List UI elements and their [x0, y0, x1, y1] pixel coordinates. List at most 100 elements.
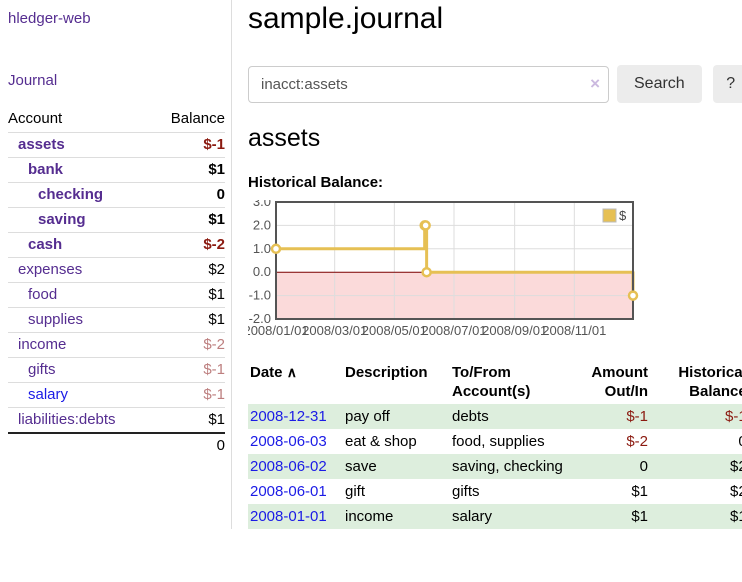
search-button[interactable]: Search — [617, 65, 702, 103]
account-link-cash[interactable]: cash — [28, 236, 63, 253]
svg-text:3.0: 3.0 — [253, 200, 271, 209]
svg-text:0.0: 0.0 — [253, 264, 271, 279]
svg-text:-1.0: -1.0 — [249, 288, 271, 303]
col-description: Description — [345, 364, 428, 381]
account-link-checking[interactable]: checking — [38, 186, 104, 203]
sort-ascending-icon: ∧ — [286, 364, 297, 380]
account-link-salary[interactable]: salary — [28, 386, 69, 403]
accounts-table: Account Balance assets $-1 bank $1 check… — [8, 106, 225, 458]
col-balance: Historical Balance — [678, 364, 742, 400]
account-row: saving $1 — [8, 207, 225, 233]
accounts-total-row: 0 — [8, 432, 225, 458]
svg-text:2.0: 2.0 — [253, 217, 271, 232]
nav: Journal — [8, 72, 225, 90]
txn-account: salary — [452, 504, 570, 529]
balance-chart-svg: $3.0 2.0 1.0 0.0 -1.0 -2.02008/01/012008/03/0… — [243, 194, 639, 338]
txn-amount: $1 — [570, 504, 650, 529]
account-balance: $1 — [152, 157, 225, 183]
account-balance: 0 — [152, 182, 225, 208]
txn-date-link[interactable]: 2008-06-02 — [250, 458, 327, 475]
txn-amount: $-2 — [626, 433, 648, 450]
account-row: income $-2 — [8, 332, 225, 358]
account-link-saving[interactable]: saving — [38, 211, 86, 228]
accounts-col-balance: Balance — [170, 110, 225, 127]
account-heading: assets — [248, 124, 321, 152]
search-form: × Search ? — [248, 65, 742, 103]
balance-chart: $3.0 2.0 1.0 0.0 -1.0 -2.0 2008/01/01 2008/03/0… — [243, 194, 742, 347]
chart-title: Historical Balance: — [248, 174, 384, 191]
account-balance: $-2 — [152, 232, 225, 258]
txn-account: debts — [452, 404, 570, 429]
account-row: gifts $-1 — [8, 357, 225, 383]
txn-account: saving, checking — [452, 454, 570, 479]
accounts-total: 0 — [152, 432, 225, 458]
svg-text:2008/05/01: 2008/05/01 — [362, 323, 427, 338]
main-content: sample.journal × Search ? assets Histori… — [232, 0, 742, 529]
account-link-bank[interactable]: bank — [28, 161, 64, 178]
register-header-row: Date ∧ Description To/From Account(s) Am… — [248, 362, 742, 404]
account-link-supplies[interactable]: supplies — [28, 311, 84, 328]
account-link-assets[interactable]: assets — [18, 136, 65, 153]
svg-text:-2.0: -2.0 — [249, 311, 271, 326]
nav-journal-link[interactable]: Journal — [8, 72, 58, 89]
sidebar: hledger-web Journal Account Balance asse… — [0, 0, 232, 529]
txn-date-link[interactable]: 2008-12-31 — [250, 408, 327, 425]
txn-description: income — [345, 504, 452, 529]
txn-balance: $2 — [650, 454, 742, 479]
txn-balance: $2 — [730, 483, 742, 500]
help-button[interactable]: ? — [712, 65, 742, 103]
clear-search-icon[interactable]: × — [590, 73, 600, 93]
txn-balance: 0 — [650, 429, 742, 454]
svg-text:1.0: 1.0 — [253, 241, 271, 256]
account-link-gifts[interactable]: gifts — [28, 361, 56, 378]
txn-balance: $-1 — [650, 404, 742, 429]
account-balance: $1 — [152, 207, 225, 233]
txn-account: gifts — [452, 483, 480, 500]
accounts-header-row: Account Balance — [8, 106, 225, 133]
svg-text:2008/07/01: 2008/07/01 — [421, 323, 486, 338]
account-row: bank $1 — [8, 157, 225, 183]
col-date[interactable]: Date ∧ — [250, 364, 297, 381]
account-link-food[interactable]: food — [28, 286, 58, 303]
account-balance: $-1 — [152, 132, 225, 158]
svg-text:2008/11/01: 2008/11/01 — [542, 323, 606, 338]
txn-date-link[interactable]: 2008-01-01 — [250, 508, 327, 525]
register-row: 2008-06-02 save saving, checking 0 $2 — [248, 454, 742, 479]
account-balance: $-1 — [152, 382, 225, 408]
svg-text:2008/03/01: 2008/03/01 — [302, 323, 367, 338]
account-balance: $1 — [152, 282, 225, 308]
txn-balance: $1 — [650, 504, 742, 529]
account-balance: $1 — [152, 307, 225, 333]
txn-description: save — [345, 454, 452, 479]
txn-date-link[interactable]: 2008-06-03 — [250, 433, 327, 450]
account-balance: $-1 — [152, 357, 225, 383]
account-link-income[interactable]: income — [18, 336, 67, 353]
account-row: assets $-1 — [8, 132, 225, 158]
register-row: 2008-06-03 eat & shop food, supplies $-2… — [248, 429, 742, 454]
account-row: supplies $1 — [8, 307, 225, 333]
account-link-liabilities-debts[interactable]: liabilities:debts — [18, 411, 116, 428]
search-input[interactable] — [248, 65, 609, 103]
txn-date-link[interactable]: 2008-06-01 — [250, 483, 327, 500]
account-link-expenses[interactable]: expenses — [18, 261, 83, 278]
account-row: expenses $2 — [8, 257, 225, 283]
accounts-col-account: Account — [8, 110, 63, 127]
account-row: checking 0 — [8, 182, 225, 208]
svg-text:2008/09/01: 2008/09/01 — [482, 323, 547, 338]
account-row: cash $-2 — [8, 232, 225, 258]
register-row: 2008-06-01 gift gifts $1 $2 — [248, 479, 742, 504]
search-field-wrap: × — [248, 65, 609, 103]
account-row: liabilities:debts $1 — [8, 407, 225, 433]
txn-description: gift — [345, 483, 366, 500]
svg-text:$: $ — [619, 208, 627, 223]
account-balance: $1 — [152, 407, 225, 433]
brand-link[interactable]: hledger-web — [8, 10, 91, 27]
register-row: 2008-01-01 income salary $1 $1 — [248, 504, 742, 529]
account-row: salary $-1 — [8, 382, 225, 408]
txn-description: pay off — [345, 404, 452, 429]
txn-description: eat & shop — [345, 433, 417, 450]
account-balance: $-2 — [152, 332, 225, 358]
txn-amount: $-1 — [570, 404, 650, 429]
txn-account: food, supplies — [452, 433, 545, 450]
page-title: sample.journal — [248, 2, 444, 35]
